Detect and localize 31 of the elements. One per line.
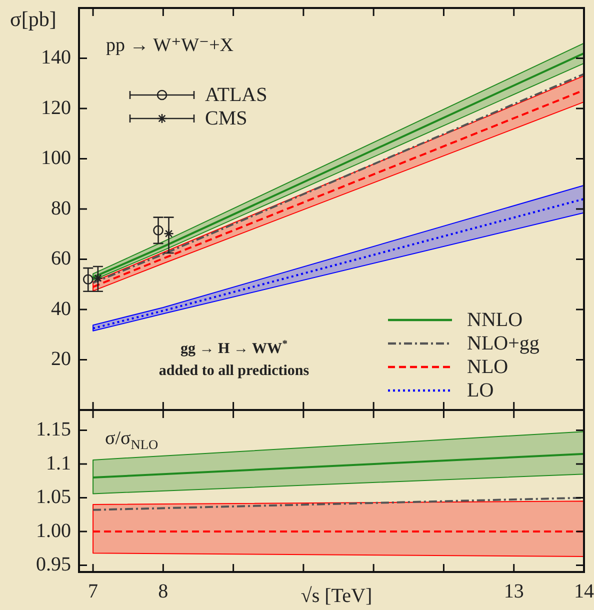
- y-tick-label: 80: [51, 197, 71, 220]
- y-tick-label: 0.95: [36, 554, 71, 576]
- point: [82, 274, 94, 284]
- legend-label: NLO+gg: [467, 332, 540, 354]
- annotation: pp → W⁺W⁻+X: [106, 35, 234, 56]
- x-tick-label: 14: [574, 580, 594, 602]
- point: [164, 228, 174, 239]
- legend-label: CMS: [205, 108, 248, 130]
- y-tick-label: 140: [41, 46, 71, 68]
- y-tick-label: 120: [41, 96, 71, 119]
- legend-label: NNLO: [467, 309, 523, 331]
- x-tick-label: 8: [158, 580, 168, 602]
- y-tick-label: 20: [51, 348, 71, 370]
- y-axis-title: σ[pb]: [10, 7, 56, 31]
- x-tick-label: 13: [504, 580, 524, 602]
- point: [153, 225, 164, 236]
- y-tick-label: 1.00: [36, 520, 71, 542]
- legend-label: LO: [467, 380, 494, 402]
- y-tick-label: 100: [41, 147, 71, 169]
- annotation: gg → H → WW*: [180, 339, 288, 357]
- y-tick-label: 1.15: [36, 418, 71, 440]
- y-tick-label: 1.1: [46, 452, 71, 474]
- legend-label: ATLAS: [205, 84, 268, 106]
- y-tick-label: 1.05: [36, 486, 71, 508]
- annotation: added to all predictions: [158, 363, 310, 379]
- x-axis-title: √s [TeV]: [300, 585, 372, 607]
- legend-label: NLO: [467, 356, 508, 378]
- y-tick-label: 60: [51, 248, 71, 270]
- point: [92, 272, 104, 284]
- x-tick-label: 7: [88, 580, 98, 602]
- y-tick-label: 40: [51, 298, 71, 320]
